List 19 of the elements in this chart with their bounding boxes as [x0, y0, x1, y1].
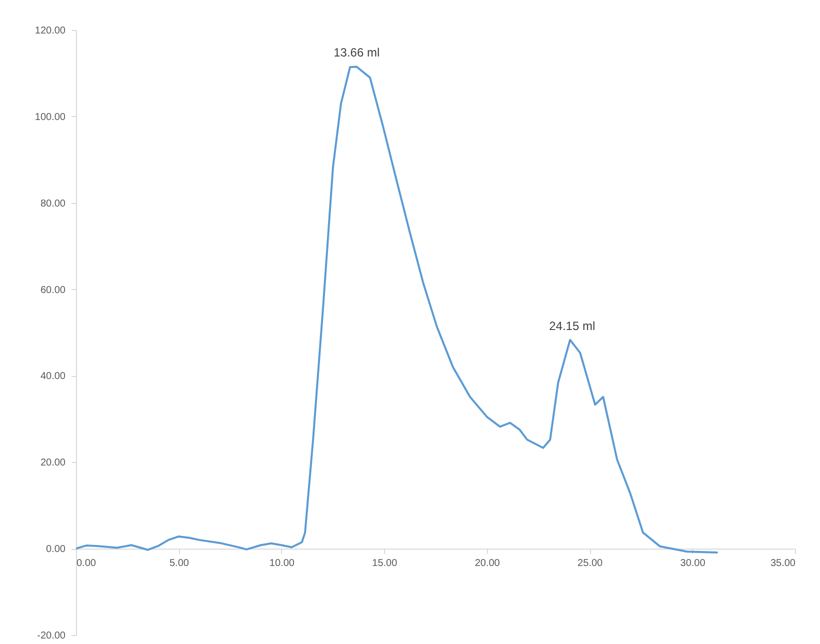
x-tick-label: 30.00 — [680, 558, 706, 570]
y-tick-label: 120.00 — [34, 26, 66, 36]
y-tick-label: 20.00 — [40, 458, 66, 469]
y-tick-label: 80.00 — [40, 198, 66, 210]
y-tick-label: 60.00 — [40, 284, 66, 296]
annotation: 13.66 ml — [334, 46, 380, 60]
x-tick-label: 25.00 — [578, 558, 604, 570]
annotation: 24.15 ml — [549, 318, 596, 333]
x-tick-label: 15.00 — [372, 558, 398, 570]
x-tick-label: 5.00 — [169, 558, 190, 570]
y-tick-label: 100.00 — [34, 112, 66, 123]
x-tick-label: 0.00 — [76, 558, 96, 570]
y-tick-label: 40.00 — [40, 371, 66, 382]
y-tick-label: 0.00 — [46, 544, 66, 556]
line-series — [76, 66, 718, 554]
x-tick-label: 20.00 — [474, 558, 500, 570]
x-tick-label: 10.00 — [269, 558, 295, 570]
y-tick-label: -20.00 — [37, 630, 66, 642]
x-tick-label: 35.00 — [770, 558, 796, 570]
